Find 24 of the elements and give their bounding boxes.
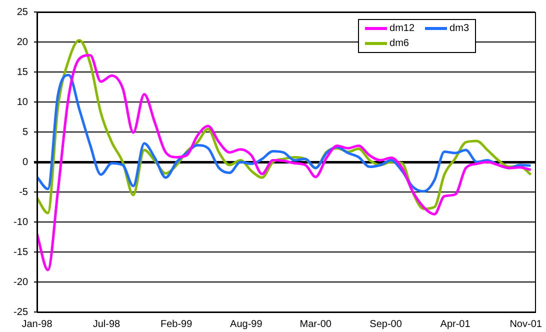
x-tick-label: Feb-99 [160,318,193,330]
y-tick-label: 15 [16,66,28,78]
x-tick-label: Jan-98 [22,318,53,330]
y-tick-label: -5 [19,186,28,198]
legend-label: dm12 [390,23,415,34]
x-tick-label: Nov-01 [510,318,542,330]
y-tick-label: -15 [14,246,28,258]
y-tick-label: -25 [14,306,28,318]
x-tick-label: Mar-00 [300,318,332,330]
x-tick-label: Apr-01 [440,318,471,330]
x-tick-label: Aug-99 [230,318,263,330]
line-series [37,54,532,272]
legend-label: dm6 [390,38,409,49]
y-tick-label: 25 [16,6,28,18]
y-tick-label: 20 [16,36,28,48]
x-tick-label: Jul-98 [92,318,121,330]
y-tick-label: 0 [22,156,28,168]
x-tick-label: Sep-00 [370,318,402,330]
y-tick-label: 5 [22,126,28,138]
line-series [37,74,532,193]
y-tick-label: -20 [14,276,28,288]
y-tick-label: 10 [16,96,28,108]
y-tick-label: -10 [14,216,28,228]
legend-label: dm3 [450,23,469,34]
